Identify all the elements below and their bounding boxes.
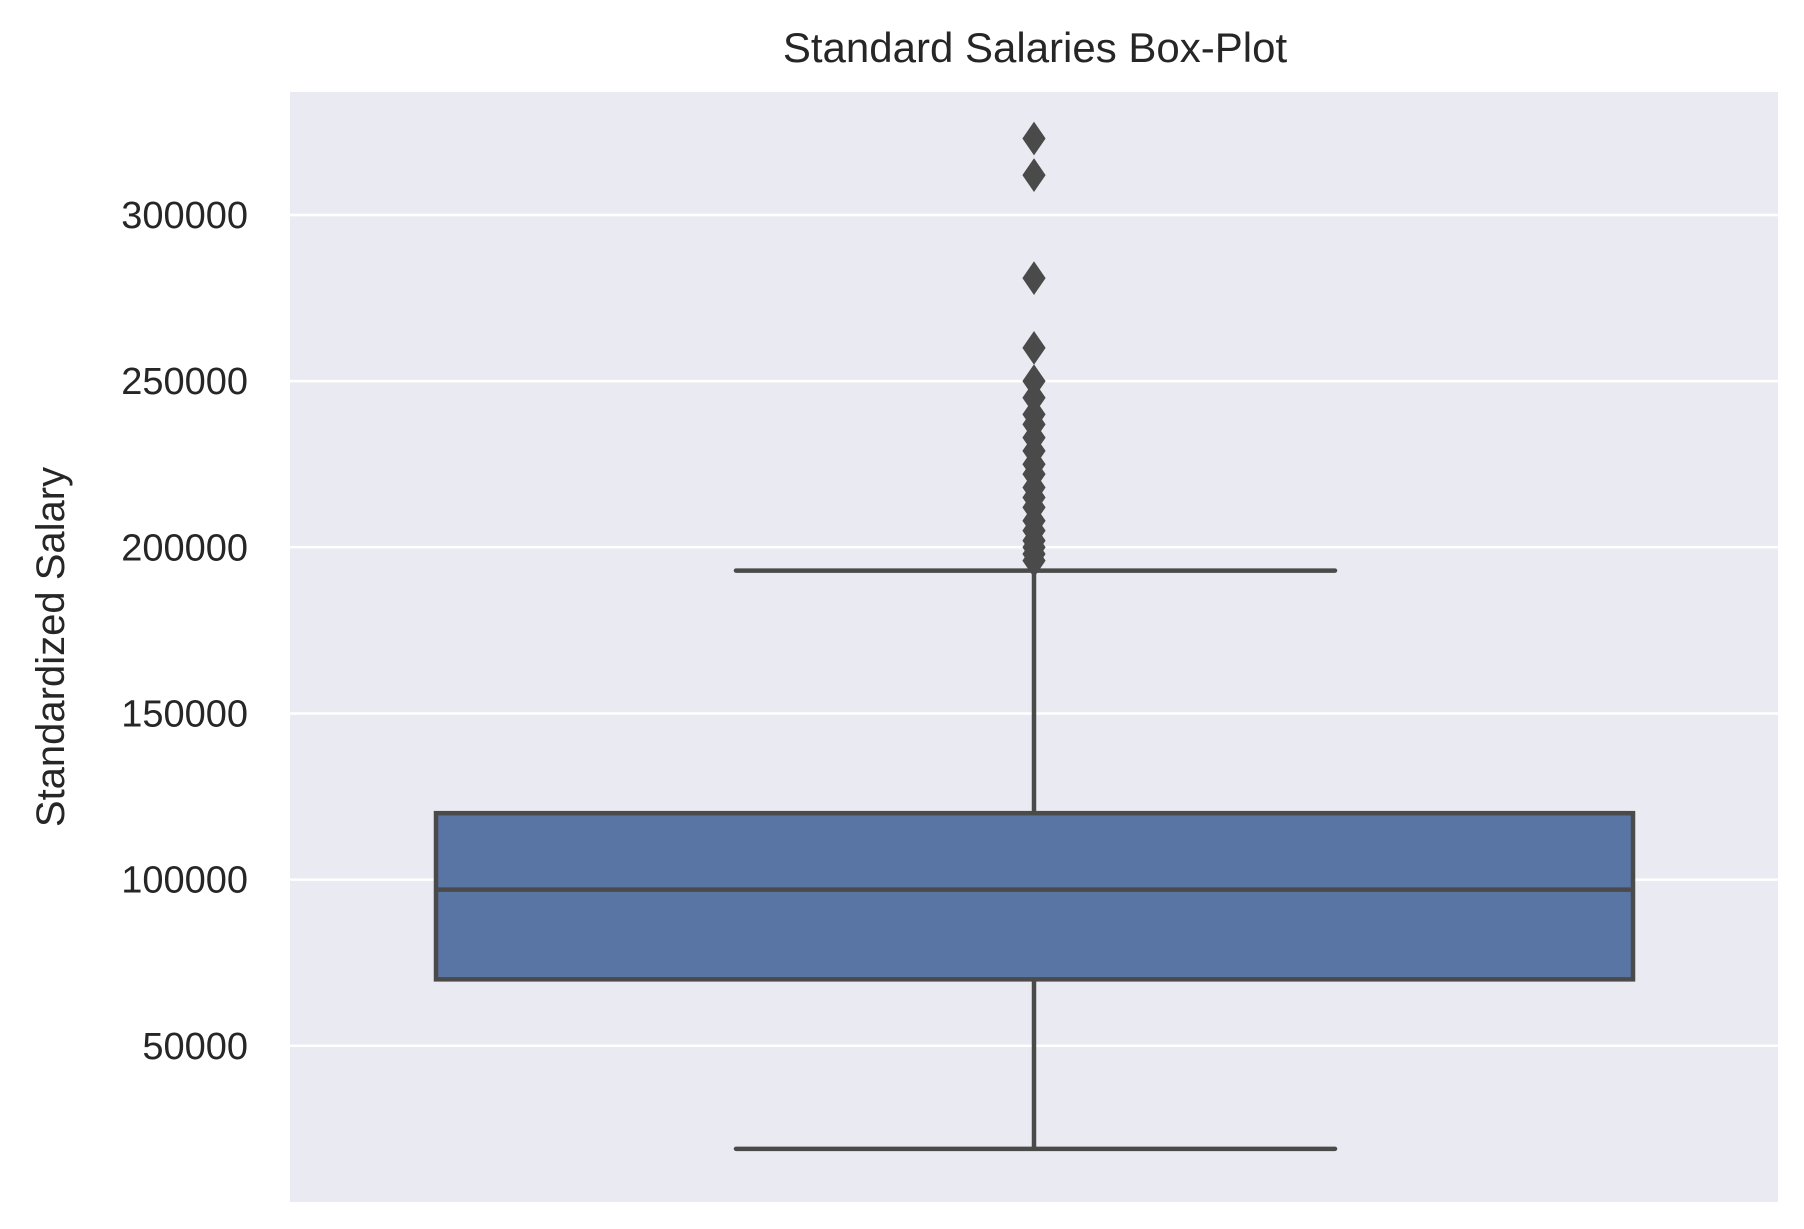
y-tick-label: 100000 bbox=[121, 860, 248, 902]
y-tick-label: 150000 bbox=[121, 693, 248, 735]
y-tick-label: 200000 bbox=[121, 527, 248, 569]
outlier-point bbox=[1022, 331, 1046, 365]
outlier-point bbox=[1022, 158, 1046, 192]
iqr-box bbox=[433, 810, 1636, 982]
y-tick-labels: 50000 100000 150000 200000 250000 300000 bbox=[121, 195, 248, 1068]
outlier-point bbox=[1022, 261, 1046, 295]
y-tick-label: 50000 bbox=[142, 1026, 248, 1068]
y-axis-label: Standardized Salary bbox=[29, 467, 73, 827]
outliers bbox=[1022, 121, 1046, 578]
y-tick-label: 250000 bbox=[121, 361, 248, 403]
outlier-point bbox=[1022, 364, 1046, 399]
y-tick-label: 300000 bbox=[121, 195, 248, 237]
outlier-point bbox=[1022, 121, 1046, 156]
box-plot bbox=[433, 568, 1636, 1152]
chart-title: Standard Salaries Box-Plot bbox=[783, 24, 1288, 71]
